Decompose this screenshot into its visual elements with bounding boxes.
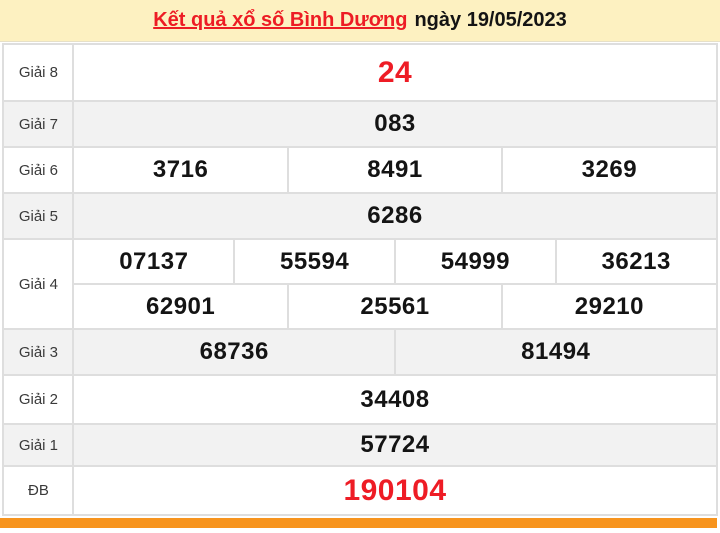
prize-label-giai5: Giải 5 [2,192,75,240]
giai8-number: 24 [72,43,718,102]
giai3-number-2: 81494 [394,328,718,376]
giai4-number-2: 55594 [233,238,396,285]
prize-label-giai1: Giải 1 [2,423,75,467]
db-number: 190104 [72,465,718,516]
results-header: Kết quả xổ số Bình Dương ngày 19/05/2023 [0,0,720,42]
giai3-number-1: 68736 [72,328,396,376]
giai6-number-1: 3716 [72,146,289,194]
giai7-number: 083 [72,100,718,148]
prize-label-giai6: Giải 6 [2,146,75,194]
giai4-number-7: 29210 [501,283,718,330]
giai1-number: 57724 [72,423,718,467]
prize-label-giai7: Giải 7 [2,100,75,148]
table-row: Giải 2 34408 [2,374,718,425]
giai4-number-5: 62901 [72,283,289,330]
giai4-number-6: 25561 [286,283,504,330]
giai4-number-4: 36213 [554,238,718,285]
table-row: Giải 4 07137 55594 54999 36213 [2,238,718,330]
table-row: 62901 25561 29210 [3,283,718,330]
table-row: Giải 6 3716 8491 3269 [2,146,718,194]
table-row: Giải 5 6286 [2,192,718,240]
footer-accent-bar [0,518,717,528]
table-row: Giải 8 24 [2,43,718,102]
table-row: Giải 7 083 [2,100,718,148]
giai4-number-3: 54999 [394,238,557,285]
results-title-link[interactable]: Kết quả xổ số Bình Dương [153,9,408,31]
prize-label-giai2: Giải 2 [2,374,75,425]
prize-label-giai4: Giải 4 [2,238,75,330]
table-row: Giải 1 57724 [2,423,718,467]
giai6-number-2: 8491 [286,146,504,194]
table-row: ĐB 190104 [2,465,718,516]
results-date: ngày 19/05/2023 [414,9,567,31]
giai4-number-1: 07137 [72,238,236,285]
giai6-number-3: 3269 [501,146,718,194]
table-row: Giải 3 68736 81494 [2,328,718,376]
prize-label-db: ĐB [2,465,75,516]
giai2-number: 34408 [72,374,718,425]
prize-label-giai8: Giải 8 [2,43,75,102]
lottery-results-table: Giải 8 24 Giải 7 083 Giải 6 3716 8491 32… [2,43,718,516]
prize-label-giai3: Giải 3 [2,328,75,376]
giai5-number: 6286 [72,192,718,240]
